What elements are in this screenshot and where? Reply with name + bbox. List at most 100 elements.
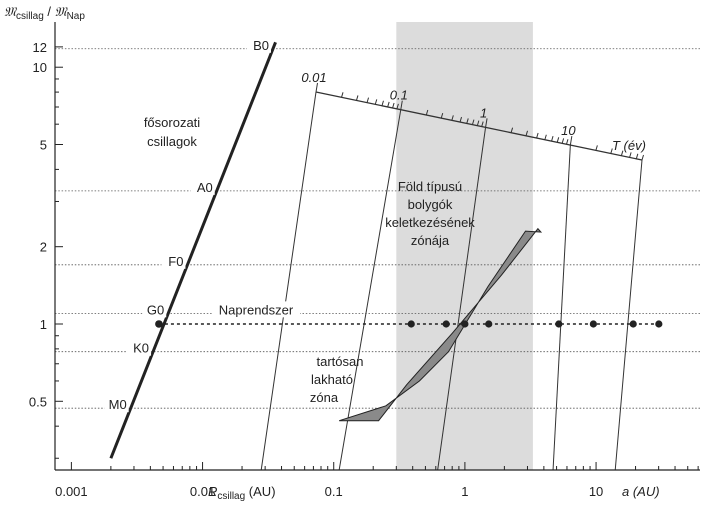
terrestrial-zone-label: bolygók bbox=[408, 197, 453, 212]
sun-line-label: Naprendszer bbox=[219, 302, 294, 317]
y-tick-label: 2 bbox=[40, 240, 47, 255]
planet-point bbox=[407, 320, 415, 328]
main-sequence-line bbox=[109, 41, 277, 459]
period-tick bbox=[525, 130, 528, 136]
terrestrial-zone-rect bbox=[396, 22, 533, 470]
habitable-zone-label: tartósan bbox=[317, 354, 364, 369]
period-tick bbox=[459, 116, 463, 123]
x-tick-label: 0.001 bbox=[55, 484, 88, 499]
spectral-label-f0: F0 bbox=[168, 254, 183, 269]
terrestrial-zone-label: zónája bbox=[411, 233, 450, 248]
solar-system-line bbox=[155, 320, 663, 328]
period-tick bbox=[381, 100, 384, 106]
period-tick bbox=[400, 100, 403, 110]
spectral-label-b0: B0 bbox=[253, 38, 269, 53]
y-axis-label: 𝔐csillag / 𝔐Nap bbox=[4, 4, 85, 22]
x-axis-label-radius: Rcsillag (AU) bbox=[208, 484, 276, 502]
main-sequence-label-1: fősorozati bbox=[144, 115, 200, 130]
period-tick bbox=[556, 137, 560, 143]
period-tick bbox=[595, 145, 598, 151]
period-line-3 bbox=[552, 145, 571, 471]
sun-label-bg bbox=[212, 301, 300, 318]
terrestrial-zone-band bbox=[396, 22, 533, 470]
habitable-zone-polygon bbox=[339, 227, 543, 422]
y-tick-label: 10 bbox=[33, 60, 47, 75]
y-tick-label: 0.5 bbox=[29, 394, 47, 409]
habitable-zone-label: zóna bbox=[310, 390, 339, 405]
terrestrial-zone-label: Föld típusú bbox=[398, 179, 462, 194]
planet-point bbox=[629, 320, 637, 328]
y-tick-label: 1 bbox=[40, 317, 47, 332]
x-tick-label: 10 bbox=[589, 484, 603, 499]
period-tick bbox=[610, 148, 613, 154]
period-lines: 0.01 0.1 1 10 T (év) bbox=[260, 70, 646, 471]
spectral-label-a0: A0 bbox=[197, 180, 213, 195]
x-tick-label: 0.01 bbox=[190, 484, 215, 499]
period-tick-label: 0.1 bbox=[390, 88, 408, 103]
period-tick bbox=[425, 109, 429, 116]
period-tick bbox=[466, 118, 469, 124]
period-tick-label: 10 bbox=[561, 123, 576, 138]
period-tick bbox=[551, 135, 554, 142]
sun-point bbox=[155, 320, 163, 328]
spectral-label-bg bbox=[161, 252, 186, 269]
period-tick bbox=[481, 121, 484, 127]
spectral-label-m0: M0 bbox=[109, 397, 127, 412]
period-tick bbox=[451, 115, 454, 121]
x-tick-label: 1 bbox=[461, 484, 468, 499]
period-tick bbox=[315, 82, 318, 93]
period-tick bbox=[510, 127, 514, 133]
spectral-label-bg bbox=[246, 36, 271, 53]
period-tick bbox=[355, 95, 359, 101]
planet-point bbox=[589, 320, 597, 328]
period-tick bbox=[341, 92, 344, 98]
main-sequence-label-2: csillagok bbox=[147, 134, 197, 149]
y-tick-label: 12 bbox=[33, 40, 47, 55]
period-tick bbox=[387, 101, 390, 108]
period-tick-label: 1 bbox=[480, 105, 487, 120]
period-tick bbox=[544, 134, 547, 140]
period-tick bbox=[476, 120, 480, 126]
planet-point bbox=[655, 320, 663, 328]
period-tick bbox=[620, 150, 624, 156]
terrestrial-zone-label: keletkezésének bbox=[385, 215, 475, 230]
main-sequence bbox=[109, 41, 277, 459]
spectral-label-bg bbox=[142, 301, 167, 318]
period-tick bbox=[374, 99, 378, 105]
period-tick bbox=[629, 152, 632, 158]
period-tick bbox=[366, 97, 370, 103]
x-axis-label-a: a (AU) bbox=[622, 484, 660, 499]
period-line-4 bbox=[614, 159, 643, 471]
period-line-1 bbox=[338, 109, 402, 471]
y-tick-label: 5 bbox=[40, 138, 47, 153]
period-tick bbox=[641, 154, 644, 161]
habitable-zone-label: lakható bbox=[311, 372, 353, 387]
period-tick bbox=[569, 135, 573, 146]
period-tick bbox=[392, 102, 395, 109]
spectral-label-bg bbox=[104, 396, 129, 413]
period-tick bbox=[440, 112, 444, 119]
period-tick bbox=[635, 153, 639, 159]
x-tick-label: 0.1 bbox=[325, 484, 343, 499]
period-axis-label: T (év) bbox=[612, 138, 646, 153]
spectral-label-g0: G0 bbox=[147, 302, 164, 317]
spectral-label-k0: K0 bbox=[133, 341, 149, 356]
spectral-label-bg bbox=[190, 178, 215, 195]
period-tick bbox=[561, 138, 565, 144]
period-tick bbox=[485, 118, 488, 128]
planet-point bbox=[461, 320, 469, 328]
period-tick bbox=[471, 119, 475, 125]
planet-point bbox=[485, 320, 493, 328]
planet-point bbox=[442, 320, 450, 328]
period-tick bbox=[536, 132, 539, 139]
habitable-zone bbox=[339, 227, 543, 422]
chart-labels: B0 A0 F0 G0 K0 M0 fősorozati csillagok Naprendsz… bbox=[104, 36, 475, 413]
spectral-label-bg bbox=[127, 339, 152, 356]
period-line-0 bbox=[260, 91, 317, 471]
period-tick bbox=[396, 103, 399, 110]
period-tick-label: 0.01 bbox=[301, 70, 326, 85]
period-axis-line bbox=[315, 91, 643, 161]
